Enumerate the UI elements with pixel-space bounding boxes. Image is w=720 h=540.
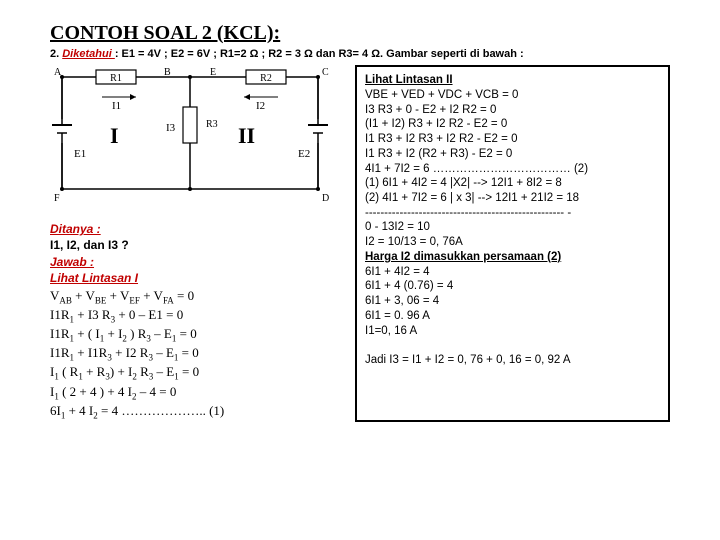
right-line: 4I1 + 7I2 = 6 ……………………………… (2) [365,162,660,177]
work-line: I1R1 + ( I1 + I2 ) R3 – E1 = 0 [50,326,345,345]
right-line: (I1 + I2) R3 + I2 R2 - E2 = 0 [365,117,660,132]
given-line: 2. Diketahui : E1 = 4V ; E2 = 6V ; R1=2 … [50,47,680,61]
svg-text:R3: R3 [206,119,218,130]
jawab-label: Jawab : [50,255,94,269]
work-line: I1R1 + I1R3 + I2 R3 – E1 = 0 [50,345,345,364]
svg-text:I2: I2 [256,100,265,112]
right-line: I2 = 10/13 = 0, 76A [365,235,660,250]
right-line: I3 R3 + 0 - E2 + I2 R2 = 0 [365,103,660,118]
right-column: Lihat Lintasan II VBE + VED + VDC + VCB … [355,65,670,422]
page-title: CONTOH SOAL 2 (KCL): [50,22,680,45]
right-line: I1 R3 + I2 (R2 + R3) - E2 = 0 [365,147,660,162]
right-line: VBE + VED + VDC + VCB = 0 [365,88,660,103]
right-line: 0 - 13I2 = 10 [365,220,660,235]
right-line: Jadi I3 = I1 + I2 = 0, 76 + 0, 16 = 0, 9… [365,353,660,368]
ditanya-question: I1, I2, dan I3 ? [50,237,345,253]
svg-text:I3: I3 [166,122,176,134]
right-line: 6I1 + 4I2 = 4 [365,265,660,280]
lintasan1-label: Lihat Lintasan I [50,271,138,285]
right-line: I1 R3 + I2 R3 + I2 R2 - E2 = 0 [365,132,660,147]
svg-text:E2: E2 [298,148,310,160]
right-line: 6I1 + 3, 06 = 4 [365,294,660,309]
work-line: 6I1 + 4 I2 = 4 ……………….. (1) [50,403,345,422]
svg-text:R1: R1 [110,73,122,84]
work-line: I1R1 + I3 R3 + 0 – E1 = 0 [50,307,345,326]
right-bold-line: Harga I2 dimasukkan persamaan (2) [365,250,660,265]
svg-text:I1: I1 [112,100,121,112]
lintasan2-label: Lihat Lintasan II [365,73,660,88]
right-lines-2: 6I1 + 4I2 = 46I1 + 4 (0.76) = 46I1 + 3, … [365,265,660,368]
right-line: (1) 6I1 + 4I2 = 4 |X2| --> 12I1 + 8I2 = … [365,176,660,191]
ditanya-block: Ditanya : I1, I2, dan I3 ? Jawab : Lihat… [50,221,345,286]
work-line: I1 ( 2 + 4 ) + 4 I2 – 4 = 0 [50,384,345,403]
svg-text:E: E [210,67,216,78]
svg-text:D: D [322,193,329,204]
right-line: ----------------------------------------… [365,206,660,221]
svg-text:R2: R2 [260,73,272,84]
circuit-diagram: R1 R2 R3 E1 [50,65,340,215]
svg-text:C: C [322,67,329,78]
right-line [365,338,660,353]
svg-text:E1: E1 [74,148,86,160]
given-rest: : E1 = 4V ; E2 = 6V ; R1=2 Ω ; R2 = 3 Ω … [115,48,524,60]
given-prefix: 2. [50,48,62,60]
given-label: Diketahui [62,48,115,60]
svg-text:B: B [164,67,171,78]
work-lines: VAB + VBE + VEF + VFA = 0I1R1 + I3 R3 + … [50,288,345,422]
right-line: 6I1 = 0. 96 A [365,309,660,324]
right-line: I1=0, 16 A [365,324,660,339]
right-lines: VBE + VED + VDC + VCB = 0I3 R3 + 0 - E2 … [365,88,660,250]
right-line: (2) 4I1 + 7I2 = 6 | x 3| --> 12I1 + 21I2… [365,191,660,206]
svg-text:I: I [110,123,119,148]
svg-text:F: F [54,193,60,204]
right-line: 6I1 + 4 (0.76) = 4 [365,279,660,294]
svg-text:II: II [238,123,255,148]
left-column: R1 R2 R3 E1 [50,65,345,422]
ditanya-label: Ditanya : [50,222,101,236]
work-line: VAB + VBE + VEF + VFA = 0 [50,288,345,307]
work-line: I1 ( R1 + R3) + I2 R3 – E1 = 0 [50,364,345,383]
